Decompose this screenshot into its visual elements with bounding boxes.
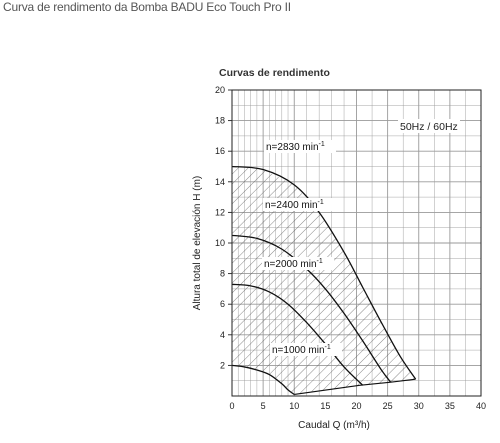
curve-2400 (231, 234, 392, 383)
x-tick-label: 5 (261, 401, 266, 411)
hatched-operating-region (232, 166, 416, 395)
y-tick-label: 2 (220, 360, 225, 370)
curve-label-2000: n=2000 min-1 (262, 257, 334, 270)
y-tick-label: 10 (215, 238, 225, 248)
y-tick-label: 8 (220, 269, 225, 279)
y-tick-label: 18 (215, 116, 225, 126)
page-caption: Curva de rendimento da Bomba BADU Eco To… (3, 0, 291, 14)
svg-text:n=1000 min-1: n=1000 min-1 (272, 344, 331, 356)
curve-2000 (231, 283, 364, 386)
svg-text:n=2400 min-1: n=2400 min-1 (265, 199, 324, 211)
y-tick-label: 12 (215, 207, 225, 217)
curve-labels: n=1000 min-1 n=2000 min-1 n=2400 min-1 n=28… (262, 140, 342, 356)
x-tick-label: 20 (351, 401, 361, 411)
y-tick-label: 6 (220, 299, 225, 309)
curve-2830 (231, 165, 417, 380)
pump-curves (231, 165, 417, 396)
x-tick-label: 0 (229, 401, 234, 411)
y-tick-label: 16 (215, 146, 225, 156)
y-axis-label: Altura total de elevación H (m) (192, 176, 203, 311)
hatch-area (232, 166, 416, 395)
curve-label-2400: n=2400 min-1 (263, 198, 335, 211)
y-tick-label: 4 (220, 330, 225, 340)
svg-text:n=2830 min-1: n=2830 min-1 (266, 141, 325, 153)
x-tick-label: 10 (289, 401, 299, 411)
svg-text:n=2000 min-1: n=2000 min-1 (264, 258, 323, 270)
y-tick-label: 14 (215, 177, 225, 187)
curve-1000 (231, 364, 295, 395)
frequency-annotation: 50Hz / 60Hz (400, 121, 458, 133)
x-axis-label: Caudal Q (m³/h) (298, 420, 370, 431)
x-tick-label: 25 (383, 401, 393, 411)
x-tick-label: 35 (445, 401, 455, 411)
y-tick-label: 20 (215, 85, 225, 95)
x-tick-label: 15 (320, 401, 330, 411)
x-tick-label: 30 (414, 401, 424, 411)
tick-labels: 0 5 10 15 20 25 30 35 40 2 4 6 8 10 12 14 16 18 20 (215, 85, 486, 411)
axes-frame (228, 89, 482, 397)
boundary-line (294, 378, 416, 396)
x-tick-label: 40 (476, 401, 486, 411)
curve-label-2830: n=2830 min-1 (264, 140, 336, 153)
chart-title: Curvas de rendimento (219, 67, 330, 79)
curve-label-1000: n=1000 min-1 (270, 343, 342, 356)
